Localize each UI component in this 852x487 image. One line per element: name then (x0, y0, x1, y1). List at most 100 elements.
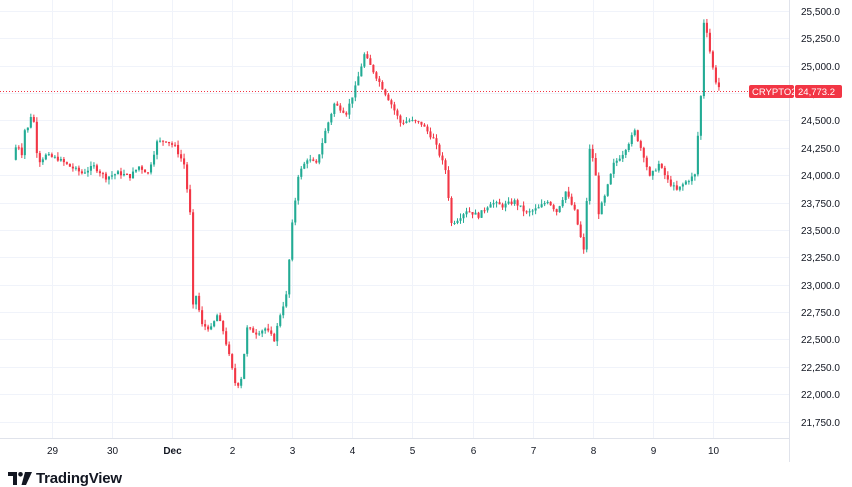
y-tick-label: 24,000.0 (801, 171, 840, 182)
candle-body (630, 135, 633, 145)
candle-body (384, 89, 387, 95)
candle (699, 95, 702, 140)
candle-body (534, 208, 537, 211)
candle (71, 163, 74, 172)
candle-body (86, 170, 89, 173)
candle-body (348, 103, 351, 115)
candle-body (474, 212, 477, 215)
candle-body (29, 117, 32, 128)
candle-body (291, 222, 294, 260)
candle (351, 97, 354, 108)
candle-body (276, 325, 279, 342)
candle (372, 64, 375, 74)
y-tick-label: 23,500.0 (801, 226, 840, 237)
candle (696, 131, 699, 177)
candle (411, 116, 414, 122)
candle (408, 118, 411, 123)
candle-body (675, 185, 678, 190)
candle-body (216, 315, 219, 322)
candle-body (516, 200, 519, 206)
candle-body (501, 204, 504, 208)
candle (525, 210, 528, 215)
candle (161, 140, 165, 146)
candle-body (80, 171, 83, 174)
candle-body (603, 195, 606, 203)
candle-body (297, 176, 300, 201)
candle-body (300, 168, 303, 177)
candle-body (537, 207, 540, 209)
candle-body (137, 166, 141, 170)
x-tick-label: 10 (708, 446, 720, 457)
candle-body (450, 197, 453, 223)
candle-body (270, 330, 273, 334)
candle-body (717, 82, 720, 88)
candle-body (387, 94, 390, 101)
x-tick-label: 9 (651, 446, 657, 457)
candle-body (624, 150, 627, 155)
candle (348, 98, 351, 119)
candle (495, 200, 498, 208)
candle-body (315, 160, 318, 163)
candle (210, 323, 213, 331)
candle-body (486, 207, 489, 211)
candle (279, 313, 282, 328)
candle-body (489, 204, 492, 208)
candle (29, 113, 32, 129)
candle-body (714, 67, 717, 83)
candle-body (107, 176, 111, 180)
candle-body (285, 294, 288, 307)
candle (591, 144, 594, 162)
candle-body (567, 191, 570, 197)
candle-body (318, 154, 321, 163)
candle-body (50, 154, 53, 157)
symbol-tag-label: CRYPTO20 (752, 87, 802, 98)
candle-body (104, 173, 108, 180)
candle-body (507, 201, 510, 204)
candle-body (459, 218, 462, 221)
candle (207, 324, 210, 332)
candle (345, 111, 348, 117)
candle-body (171, 143, 174, 145)
candle-body (564, 191, 567, 200)
candle-body (240, 378, 243, 386)
candle (576, 209, 579, 226)
candle (492, 199, 495, 208)
x-tick-label: 4 (350, 446, 356, 457)
candle (390, 98, 393, 109)
candle-body (660, 163, 663, 168)
candle-body (255, 332, 258, 335)
candle (621, 150, 624, 163)
candle-body (393, 104, 396, 111)
candle-body (654, 170, 657, 172)
y-tick-label: 22,750.0 (801, 308, 840, 319)
candle (300, 166, 303, 180)
candle (399, 114, 402, 127)
candle-body (246, 327, 249, 354)
candle-body (219, 315, 222, 322)
candle-body (510, 201, 513, 204)
candle-body (155, 141, 159, 155)
y-tick-label: 25,250.0 (801, 34, 840, 45)
candle-body (447, 170, 450, 198)
candle-body (492, 203, 495, 205)
candle (393, 101, 396, 115)
y-tick-label: 23,750.0 (801, 199, 840, 210)
candle (246, 325, 249, 357)
candle (282, 301, 285, 319)
candle (318, 154, 321, 165)
candle (68, 163, 71, 167)
candle-body (306, 160, 309, 164)
tradingview-logo-icon (8, 471, 32, 485)
candle (38, 150, 41, 167)
x-tick-label: 8 (591, 446, 597, 457)
candle-body (303, 163, 306, 169)
candle (636, 129, 639, 142)
candle-body (456, 220, 459, 223)
candle-body (546, 201, 549, 204)
candle (675, 180, 678, 191)
y-tick-label: 22,500.0 (801, 335, 840, 346)
x-tick-label: 29 (47, 446, 59, 457)
candle (486, 206, 489, 213)
candle-body (180, 154, 183, 159)
